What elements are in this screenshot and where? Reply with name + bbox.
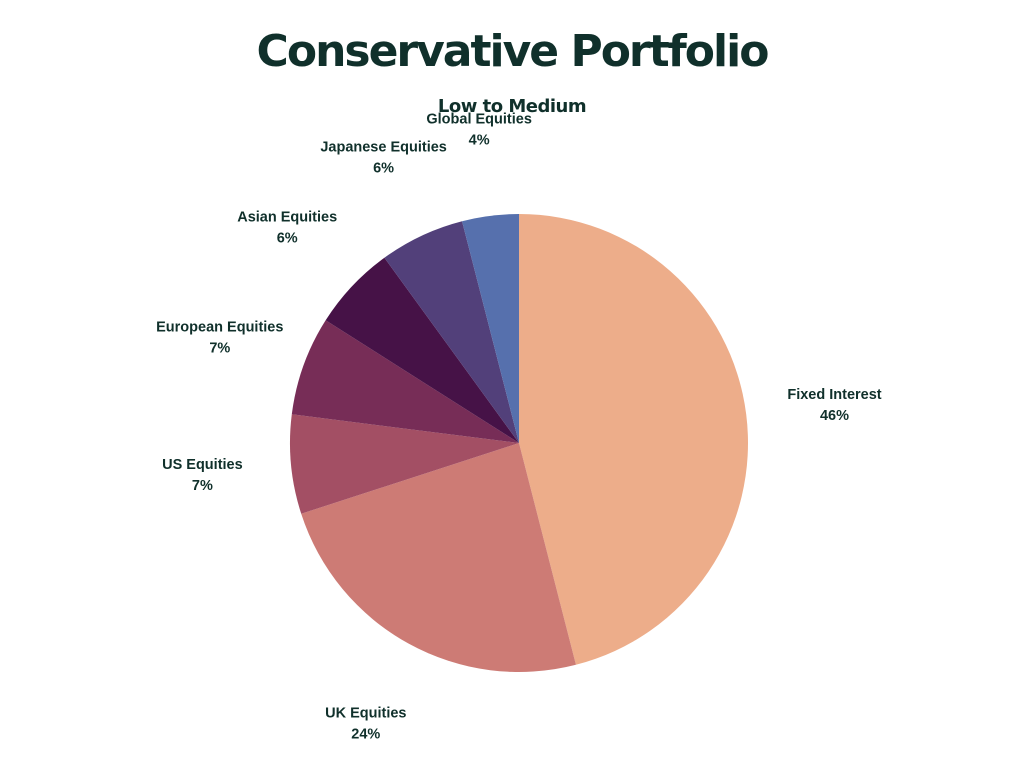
slice-label-asian-equities: Asian Equities	[237, 209, 337, 225]
chart-subtitle: Low to Medium	[437, 96, 587, 117]
pie-slice-global-equities	[462, 214, 519, 443]
slice-value-uk-equities: 24%	[351, 727, 380, 743]
pie-slice-european-equities	[291, 320, 519, 443]
pie-slices	[290, 214, 748, 672]
slice-value-european-equities: 7%	[209, 340, 230, 356]
pie-slice-uk-equities	[301, 443, 576, 672]
slice-value-fixed-interest: 46%	[820, 408, 849, 424]
slice-label-us-equities: US Equities	[162, 457, 243, 473]
slice-label-fixed-interest: Fixed Interest	[787, 387, 881, 403]
slice-value-global-equities: 4%	[469, 133, 490, 149]
pie-slice-fixed-interest	[519, 214, 748, 665]
pie-slice-us-equities	[290, 414, 519, 514]
slice-label-uk-equities: UK Equities	[325, 706, 406, 722]
slice-value-asian-equities: 6%	[277, 230, 298, 246]
slice-label-japanese-equities: Japanese Equities	[320, 139, 447, 155]
slice-label-global-equities: Global Equities	[426, 112, 532, 128]
slice-value-us-equities: 7%	[192, 478, 213, 494]
slice-label-european-equities: European Equities	[156, 319, 283, 335]
slice-value-japanese-equities: 6%	[373, 160, 394, 176]
chart-title: Conservative Portfolio	[256, 26, 770, 77]
pie-slice-asian-equities	[325, 257, 519, 443]
pie-slice-japanese-equities	[384, 221, 519, 443]
pie-labels: Fixed Interest 46% UK Equities 24% US Equiti…	[156, 112, 882, 743]
